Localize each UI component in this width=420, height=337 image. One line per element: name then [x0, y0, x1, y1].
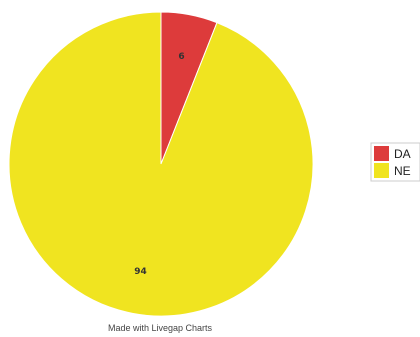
- pie-slice-ne[interactable]: [8, 11, 314, 317]
- slice-label-ne: 94: [134, 267, 147, 277]
- slice-labels: 6 94: [134, 52, 184, 277]
- legend-swatch-ne[interactable]: [374, 163, 389, 178]
- legend-label-ne[interactable]: NE: [394, 164, 411, 178]
- legend-label-da[interactable]: DA: [394, 147, 411, 161]
- legend: DA NE: [370, 142, 420, 182]
- pie-slices: [8, 11, 314, 317]
- legend-swatch-da[interactable]: [374, 146, 389, 161]
- chart-credit: Made with Livegap Charts: [107, 323, 213, 333]
- slice-label-da: 6: [178, 52, 184, 62]
